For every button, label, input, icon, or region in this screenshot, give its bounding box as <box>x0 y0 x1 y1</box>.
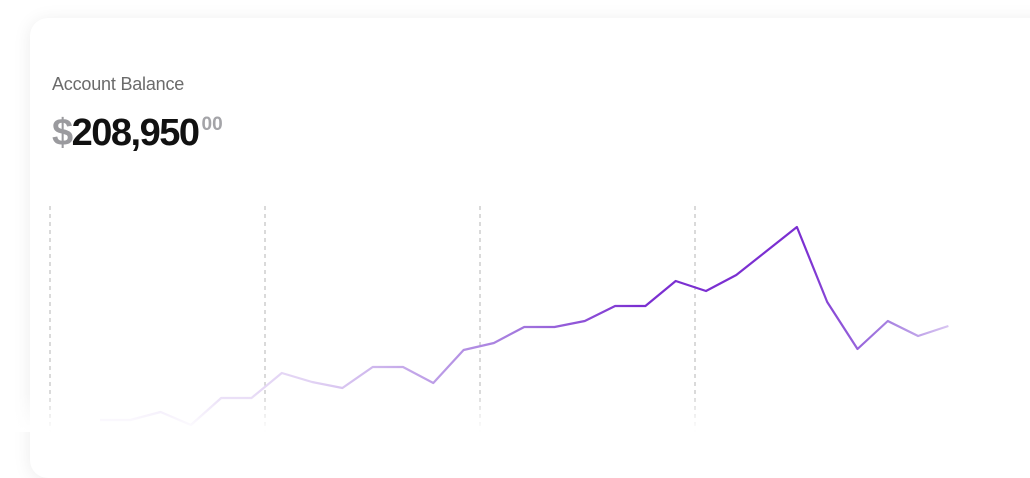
cents: 00 <box>201 114 223 135</box>
bottom-fade <box>0 392 1030 432</box>
card-title: Account Balance <box>52 74 185 94</box>
balance: $208,950 00 <box>52 112 223 155</box>
page: {"chart_data": {"type": "line", "title":… <box>0 74 1030 432</box>
currency: $ <box>52 112 73 154</box>
guides <box>49 206 696 432</box>
chart <box>0 206 1030 432</box>
amount: 208,950 <box>71 112 200 154</box>
